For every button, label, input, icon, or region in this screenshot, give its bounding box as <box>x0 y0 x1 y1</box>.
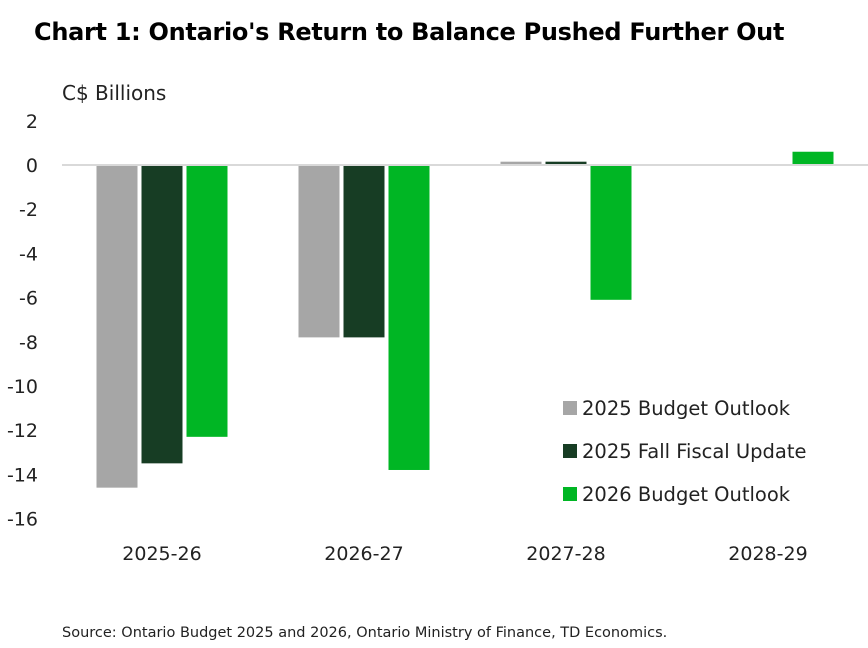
bar-2025-fall-fiscal-update <box>545 161 587 165</box>
legend-label: 2025 Fall Fiscal Update <box>582 440 807 463</box>
x-tick-label: 2028-29 <box>728 543 807 565</box>
bar-2026-budget-outlook <box>792 151 834 165</box>
x-tick-label: 2027-28 <box>526 543 605 565</box>
bar-2025-fall-fiscal-update <box>343 165 385 338</box>
y-tick-label: -4 <box>19 243 38 265</box>
y-tick-label: -2 <box>19 199 38 221</box>
bar-2025-fall-fiscal-update <box>141 165 183 464</box>
legend-swatch <box>563 401 577 415</box>
y-tick-label: -16 <box>7 509 38 531</box>
bar-2025-budget-outlook <box>298 165 340 338</box>
legend-label: 2026 Budget Outlook <box>582 483 791 506</box>
y-tick-label: 0 <box>26 155 38 177</box>
y-tick-label: 2 <box>26 111 38 133</box>
x-tick-label: 2025-26 <box>122 543 201 565</box>
legend-swatch <box>563 444 577 458</box>
y-tick-label: -10 <box>7 376 38 398</box>
y-tick-label: -14 <box>7 464 38 486</box>
bar-2025-budget-outlook <box>500 161 542 165</box>
bar-2026-budget-outlook <box>590 165 632 300</box>
source-note: Source: Ontario Budget 2025 and 2026, On… <box>62 625 668 641</box>
bar-2025-budget-outlook <box>96 165 138 488</box>
y-axis-label: C$ Billions <box>62 81 166 105</box>
legend-label: 2025 Budget Outlook <box>582 397 791 420</box>
x-tick-label: 2026-27 <box>324 543 403 565</box>
bar-2026-budget-outlook <box>186 165 228 437</box>
legend-swatch <box>563 487 577 501</box>
chart-title: Chart 1: Ontario's Return to Balance Pus… <box>34 18 785 46</box>
y-tick-label: -12 <box>7 420 38 442</box>
bar-2026-budget-outlook <box>388 165 430 470</box>
y-tick-label: -8 <box>19 332 38 354</box>
y-tick-label: -6 <box>19 288 38 310</box>
